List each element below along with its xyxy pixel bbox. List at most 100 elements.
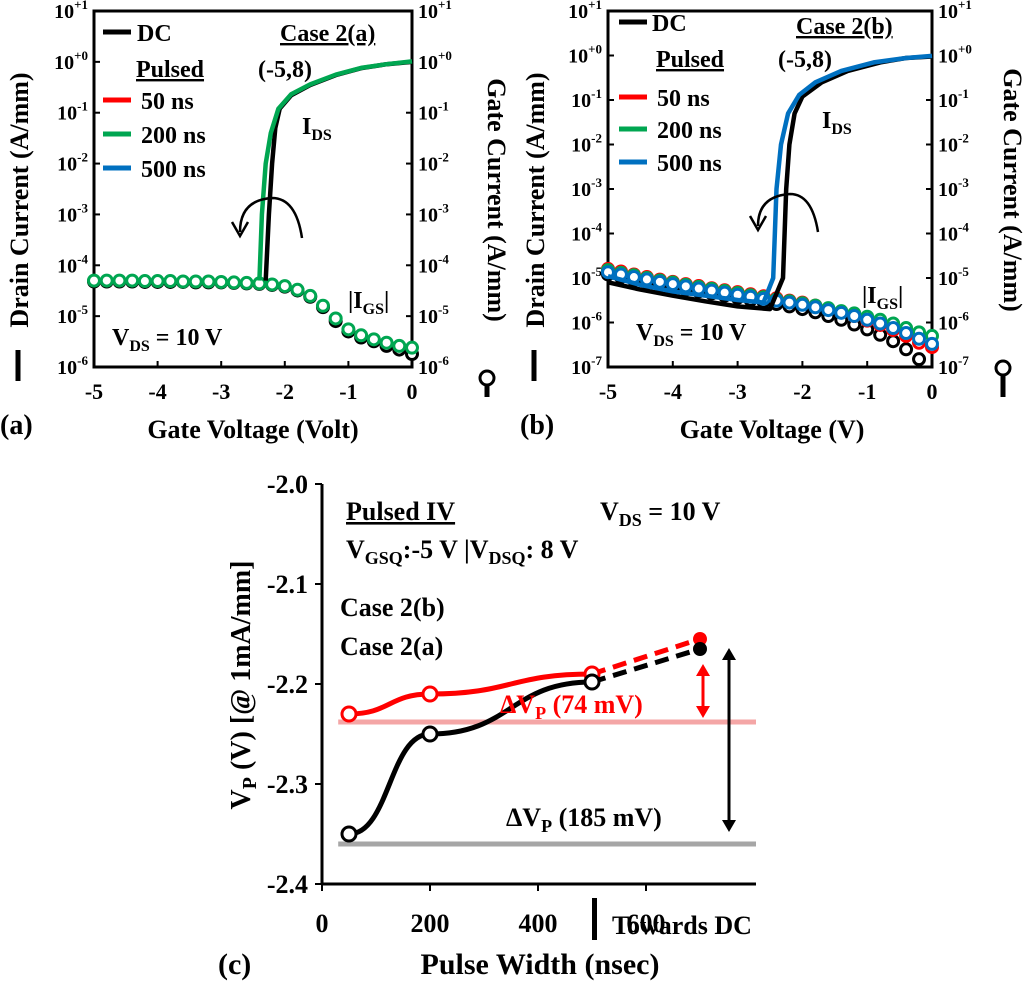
- delta-74-arrow-up-icon: [696, 664, 710, 676]
- y-tick-label: 10-1: [418, 99, 449, 125]
- x-tick-label: 600: [627, 909, 666, 938]
- x-tick-label: -1: [339, 379, 357, 404]
- igs-point: [137, 274, 152, 289]
- igs-point: [899, 326, 914, 341]
- x-tick-label: -4: [148, 379, 166, 404]
- igs-point: [925, 336, 939, 351]
- legend-500ns-label: 500 ns: [141, 157, 206, 183]
- x-axis-label: Gate Voltage (V): [680, 415, 865, 444]
- x-axis-label: Gate Voltage (Volt): [147, 415, 358, 444]
- legend-500ns-label: 500 ns: [657, 151, 722, 177]
- x-axis-label: Pulse Width (nsec): [421, 948, 660, 981]
- y-tick-label: 10-2: [571, 131, 602, 157]
- igs-point: [678, 279, 693, 294]
- igs-point: [899, 342, 914, 357]
- y-tick-label: 10-5: [418, 302, 449, 328]
- igs-point: [405, 340, 419, 355]
- igs-point: [808, 300, 823, 315]
- y-axis-label-left: Drain Current (A/mm): [5, 72, 34, 327]
- series-point: [340, 705, 358, 723]
- y-tick-label: 10-3: [418, 200, 449, 226]
- y-tick-label: 10+1: [938, 0, 972, 23]
- y-tick-label: 10-5: [938, 264, 969, 290]
- igs-point: [665, 277, 680, 292]
- igs-point: [87, 273, 101, 288]
- x-tick-label: -3: [728, 379, 746, 404]
- igs-label: |IGS|: [862, 283, 903, 313]
- y-tick-label: 10-2: [57, 150, 88, 176]
- legend-case-2b: Case 2(b): [340, 593, 445, 622]
- x-tick-towards-dc: Towards DC: [612, 911, 752, 940]
- y-tick-label: 10+0: [568, 42, 602, 68]
- legend-pulsed-bias: (-5,8): [258, 57, 312, 83]
- y-tick-label: 10-6: [938, 309, 969, 335]
- y-tick-label: 10-4: [57, 251, 88, 277]
- igs-point: [163, 274, 178, 289]
- igs-point: [860, 312, 875, 327]
- igs-point: [112, 273, 127, 288]
- y-axis-label-left: Drain Current (A/mm): [521, 72, 550, 327]
- series-dc-extrapolation: [591, 636, 701, 677]
- y-tick-label: 10-1: [571, 86, 602, 112]
- panel-label: (a): [0, 410, 33, 441]
- ids-label: IDS: [822, 108, 852, 138]
- x-tick-label: -2: [276, 379, 294, 404]
- y-tick-label: -2.3: [267, 770, 308, 799]
- x-tick-label: -3: [212, 379, 230, 404]
- y-axis-label: VP (V) [@ 1mA/mm]: [226, 561, 261, 810]
- igs-point: [782, 295, 797, 310]
- panel-b-igs-series: [601, 261, 939, 367]
- panel-c-y-ticks: -2.0 -2.1 -2.2 -2.3 -2.4: [267, 470, 322, 899]
- delta-vp-74-label: ΔVP (74 mV): [500, 690, 643, 723]
- igs-point: [328, 311, 343, 326]
- y-tick-label: 10+1: [568, 0, 602, 23]
- pulsed-iv-label: Pulsed IV: [346, 497, 455, 526]
- series-point: [421, 725, 439, 743]
- towards-dc-separator: [592, 898, 597, 940]
- y-tick-label: 10+1: [418, 0, 452, 23]
- ids-label: IDS: [302, 114, 332, 144]
- vds-label: VDS = 10 V: [636, 320, 747, 350]
- x-tick-label: 0: [407, 379, 418, 404]
- igs-point: [315, 298, 330, 313]
- legend-50ns-label: 50 ns: [141, 89, 194, 115]
- igs-point: [795, 297, 810, 312]
- igs-point: [886, 334, 901, 349]
- igs-label: |IGS|: [348, 288, 389, 318]
- rotation-arrow-icon: [238, 196, 304, 239]
- igs-point: [366, 332, 381, 347]
- panel-b-ids-series: [607, 53, 933, 312]
- igs-point: [290, 282, 305, 297]
- igs-point: [150, 274, 165, 289]
- igs-point: [125, 273, 140, 288]
- x-tick-label: -5: [599, 379, 617, 404]
- y-tick-label: 10-3: [571, 175, 602, 201]
- panel-c-series: [340, 632, 707, 843]
- y-tick-label: -2.0: [267, 470, 308, 499]
- x-tick-label: 400: [519, 909, 558, 938]
- igs-point: [834, 305, 849, 320]
- igs-point: [99, 273, 114, 288]
- panel-b-x-ticks: -5 -4 -3 -2 -1 0: [599, 361, 938, 404]
- case-label: Case 2(b): [796, 14, 893, 40]
- y-tick-label: 10-1: [57, 99, 88, 125]
- series-dc-point: [693, 642, 707, 656]
- vds-label: VDS = 10 V: [112, 325, 223, 355]
- x-tick-label: -5: [85, 379, 103, 404]
- y-tick-label: 10-6: [571, 309, 602, 335]
- y-tick-label: 10-5: [57, 302, 88, 328]
- y-tick-label: 10+0: [938, 42, 972, 68]
- y-tick-label: 10+0: [54, 48, 88, 74]
- y-tick-label: 10-3: [938, 175, 969, 201]
- y-tick-label: 10-7: [571, 353, 602, 379]
- legend-200ns-label: 200 ns: [657, 118, 722, 144]
- igs-point: [265, 277, 280, 292]
- legend-case-2a: Case 2(a): [340, 632, 443, 661]
- legend-pulsed-title: Pulsed: [136, 57, 205, 83]
- legend-pulsed-bias: (-5,8): [778, 47, 832, 73]
- igs-point: [886, 321, 901, 336]
- vgsq-vdsq-label: VGSQ:-5 V |VDSQ: 8 V: [346, 535, 579, 568]
- y-tick-label: 10-2: [418, 150, 449, 176]
- igs-point: [379, 335, 394, 350]
- ids-line: [257, 59, 413, 281]
